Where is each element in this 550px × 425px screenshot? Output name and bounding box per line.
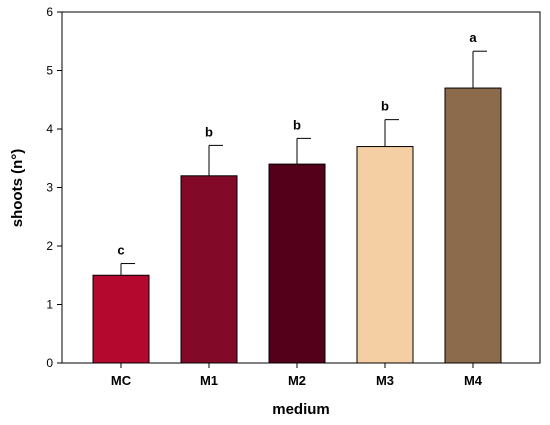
- y-tick-label-4: 4: [46, 122, 53, 136]
- y-tick-label-0: 0: [46, 356, 53, 370]
- y-tick-label-6: 6: [46, 5, 53, 19]
- x-tick-label-m4: M4: [464, 373, 483, 388]
- y-tick-label-1: 1: [46, 298, 53, 312]
- bar-m3: [356, 146, 414, 364]
- x-tick-label-mc: MC: [111, 373, 132, 388]
- y-tick-label-3: 3: [46, 181, 53, 195]
- significance-letter-m4: a: [469, 30, 477, 45]
- x-tick-label-m2: M2: [288, 373, 306, 388]
- significance-letter-m1: b: [205, 124, 213, 139]
- bar-m1: [180, 175, 238, 364]
- y-tick-label-5: 5: [46, 64, 53, 78]
- x-tick-label-m3: M3: [376, 373, 394, 388]
- significance-letter-m3: b: [381, 99, 389, 114]
- bar-m4: [444, 87, 502, 364]
- plot-frame: [61, 11, 541, 364]
- y-axis-title: shoots (n°): [9, 149, 26, 228]
- bar-mc: [92, 274, 150, 364]
- plot-area: 0 1 2 3 4 5 6 c MC b M1 b M2 b M3 a M4: [46, 5, 502, 388]
- bar-m2: [268, 163, 326, 364]
- significance-letter-m2: b: [293, 117, 301, 132]
- x-tick-label-m1: M1: [200, 373, 218, 388]
- x-axis-title: medium: [272, 401, 330, 418]
- y-tick-label-2: 2: [46, 239, 53, 253]
- significance-letter-mc: c: [117, 243, 124, 258]
